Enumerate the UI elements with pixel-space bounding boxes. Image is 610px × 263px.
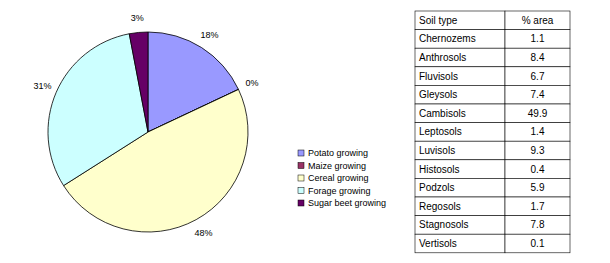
legend-swatch: [298, 200, 304, 206]
table-text: 1.7: [531, 201, 545, 212]
legend-item: Forage growing: [298, 186, 371, 196]
table-text: Histosols: [419, 164, 460, 175]
legend-item: Sugar beet growing: [298, 198, 386, 208]
table-text: Luvisols: [419, 145, 455, 156]
legend-swatch: [298, 163, 304, 169]
table-text: 0.1: [531, 238, 545, 249]
table-text: Anthrosols: [419, 52, 466, 63]
data-labels: 18% 0% 48% 31% 3%: [33, 13, 258, 238]
table-text: 0.4: [531, 164, 545, 175]
table: Soil type % area Chernozems 1.1 Anthrosols 8.…: [415, 11, 570, 253]
table-cell: [505, 160, 570, 179]
table-text: Podzols: [419, 182, 455, 193]
table-cell: [505, 11, 570, 30]
table-cell: [415, 141, 505, 160]
table-text: Chernozems: [419, 33, 476, 44]
table-text: 7.8: [531, 219, 545, 230]
table-cell: [505, 141, 570, 160]
legend-item: Potato growing: [298, 148, 368, 158]
table-cell: [415, 30, 505, 49]
table-text: Vertisols: [419, 238, 457, 249]
table-text: 1.4: [531, 126, 545, 137]
table-text: 49.9: [528, 108, 548, 119]
table-cell: [415, 85, 505, 104]
table-text: 1.1: [531, 33, 545, 44]
table-cell: [505, 67, 570, 86]
table-text: 9.3: [531, 145, 545, 156]
table-cell: [415, 123, 505, 142]
legend-swatch: [298, 150, 304, 156]
legend-swatch: [298, 175, 304, 181]
legend-item: Cereal growing: [298, 173, 369, 183]
pie-slice: [48, 34, 148, 186]
table-text: Fluvisols: [419, 71, 458, 82]
table-cell: [505, 123, 570, 142]
table-cell: [415, 197, 505, 216]
table-header: % area: [522, 15, 554, 26]
table-cell: [415, 11, 505, 30]
table-text: Stagnosols: [419, 219, 468, 230]
legend-label: Maize growing: [308, 161, 366, 171]
pie: [48, 32, 248, 232]
table-cell: [415, 216, 505, 235]
legend: Potato growing Maize growing Cereal growin…: [298, 148, 386, 208]
legend-swatch: [298, 188, 304, 194]
table-cell: [505, 30, 570, 49]
legend-label: Potato growing: [308, 148, 368, 158]
table-cell: [415, 104, 505, 123]
data-label: 0%: [246, 78, 259, 88]
table-text: 7.4: [531, 89, 545, 100]
canvas: 18% 0% 48% 31% 3% Potato growing Maize growing…: [0, 0, 610, 263]
data-label: 3%: [131, 13, 144, 23]
table-cell: [505, 197, 570, 216]
table-text: Cambisols: [419, 108, 466, 119]
data-label: 48%: [194, 228, 212, 238]
table-text: Gleysols: [419, 89, 457, 100]
legend-item: Maize growing: [298, 161, 366, 171]
data-label: 31%: [33, 81, 51, 91]
table-text: 5.9: [531, 182, 545, 193]
table-cell: [415, 67, 505, 86]
table-cell: [505, 104, 570, 123]
table-header: Soil type: [419, 15, 458, 26]
table-cell: [505, 216, 570, 235]
table-text: 6.7: [531, 71, 545, 82]
table-cell: [415, 178, 505, 197]
table-cell: [505, 234, 570, 253]
table-cell: [415, 48, 505, 67]
table-text: 8.4: [531, 52, 545, 63]
table-cell: [505, 48, 570, 67]
table-cell: [505, 178, 570, 197]
table-cell: [415, 234, 505, 253]
legend-label: Sugar beet growing: [308, 198, 386, 208]
legend-label: Forage growing: [308, 186, 371, 196]
table-text: Regosols: [419, 201, 461, 212]
legend-label: Cereal growing: [308, 173, 369, 183]
pie-slice: [129, 32, 148, 132]
data-label: 18%: [201, 30, 219, 40]
table-cell: [505, 85, 570, 104]
table-text: Leptosols: [419, 126, 462, 137]
table-cell: [415, 160, 505, 179]
